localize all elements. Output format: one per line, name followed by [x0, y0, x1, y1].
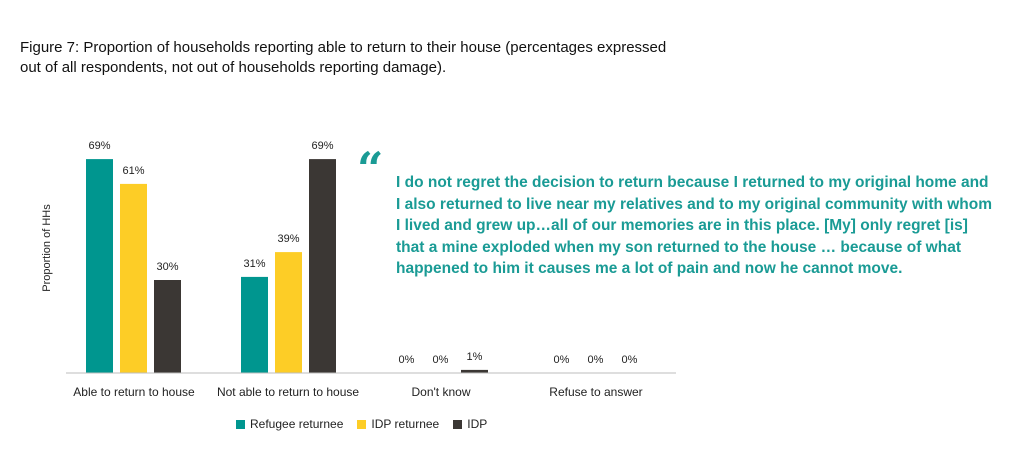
- data-label-0-1: 61%: [122, 165, 144, 177]
- testimonial-quote: I do not regret the decision to return b…: [396, 174, 993, 277]
- bar-2-2: [461, 369, 488, 373]
- data-label-1-2: 69%: [311, 140, 333, 152]
- chart-legend: Refugee returnee IDP returnee IDP: [236, 417, 487, 431]
- legend-item-refugee-returnee: Refugee returnee: [236, 417, 343, 431]
- x-tick-label-0: Able to return to house: [73, 385, 195, 399]
- legend-label-idp: IDP: [467, 417, 488, 431]
- legend-label-idp-returnee: IDP returnee: [371, 417, 440, 431]
- data-label-3-2: 0%: [622, 354, 638, 366]
- bar-0-0: [86, 159, 113, 373]
- y-axis-label: Proportion of HHs: [41, 204, 53, 292]
- legend-item-idp-returnee: IDP returnee: [357, 417, 439, 431]
- bar-0-1: [120, 183, 147, 373]
- legend-swatch-idp-returnee: [357, 419, 367, 429]
- data-label-1-1: 39%: [277, 233, 299, 245]
- data-label-2-0: 0%: [399, 354, 415, 366]
- data-label-0-0: 69%: [88, 140, 110, 152]
- data-label-1-0: 31%: [243, 258, 265, 270]
- legend-swatch-idp: [453, 419, 463, 429]
- x-tick-label-2: Don't know: [412, 385, 471, 399]
- bar-0-2: [154, 280, 181, 373]
- data-label-2-2: 1%: [467, 351, 483, 363]
- data-label-0-2: 30%: [156, 261, 178, 273]
- quote-mark: “: [357, 142, 384, 196]
- legend-swatch-refugee-returnee: [236, 419, 245, 429]
- data-label-2-1: 0%: [433, 354, 449, 366]
- x-tick-label-3: Refuse to answer: [549, 385, 642, 399]
- x-tick-label-1: Not able to return to house: [217, 385, 359, 399]
- bar-1-2: [309, 159, 336, 373]
- legend-label-refugee-returnee: Refugee returnee: [250, 417, 344, 431]
- bar-1-0: [241, 276, 268, 373]
- legend-item-idp: IDP: [453, 417, 487, 431]
- chart-title: Figure 7: Proportion of households repor…: [20, 39, 667, 76]
- data-label-3-0: 0%: [554, 354, 570, 366]
- data-label-3-1: 0%: [588, 354, 604, 366]
- bar-1-1: [275, 252, 302, 373]
